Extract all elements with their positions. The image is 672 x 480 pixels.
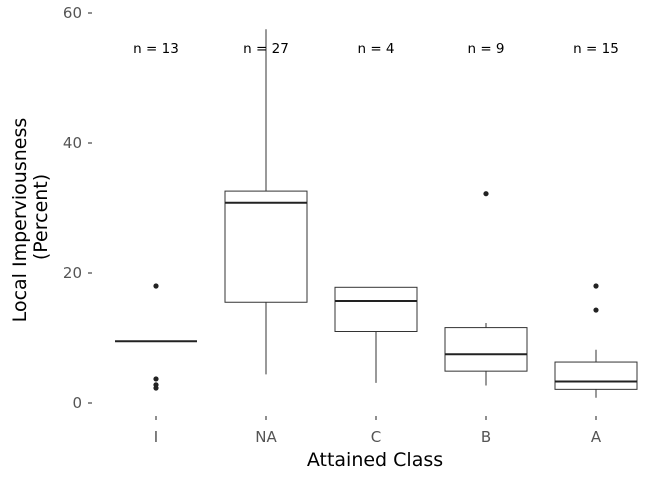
box-NA (224, 29, 308, 375)
box-body (334, 286, 418, 332)
y-axis: 0 20 40 60 (63, 4, 92, 412)
box-body (224, 190, 308, 303)
sample-size-labels: n = 13 n = 27 n = 4 n = 9 n = 15 (133, 41, 619, 57)
x-tick-label: B (481, 428, 491, 446)
y-axis-title-line-1: Local Imperviousness (9, 118, 31, 323)
n-label-B: n = 9 (467, 41, 504, 57)
y-tick-label: 40 (63, 134, 82, 152)
box-body (554, 361, 638, 390)
n-label-A: n = 15 (573, 41, 619, 57)
y-axis-title-line-2: (Percent) (30, 174, 52, 260)
y-tick-label: 60 (63, 4, 82, 22)
x-tick-label: I (154, 428, 158, 446)
y-axis-title: Local Imperviousness (Percent) (9, 112, 52, 323)
outlier-point (153, 376, 159, 382)
n-label-C: n = 4 (357, 41, 394, 57)
y-tick-label: 20 (63, 264, 82, 282)
x-tick-label: NA (255, 428, 277, 446)
box-I (115, 283, 197, 391)
box-B (444, 191, 528, 386)
x-axis-title: Attained Class (307, 449, 443, 471)
boxes-layer (115, 29, 638, 398)
n-label-NA: n = 27 (243, 41, 289, 57)
outlier-point (153, 283, 159, 289)
outlier-point (483, 191, 489, 197)
box-C (334, 286, 418, 383)
x-axis: I NA C B A (154, 416, 602, 446)
outlier-point (593, 307, 599, 313)
outlier-point (153, 385, 159, 391)
y-tick-label: 0 (72, 394, 82, 412)
n-label-I: n = 13 (133, 41, 179, 57)
x-tick-label: C (371, 428, 381, 446)
box-A (554, 283, 638, 398)
outlier-point (593, 283, 599, 289)
box-body (444, 327, 528, 372)
x-tick-label: A (591, 428, 602, 446)
